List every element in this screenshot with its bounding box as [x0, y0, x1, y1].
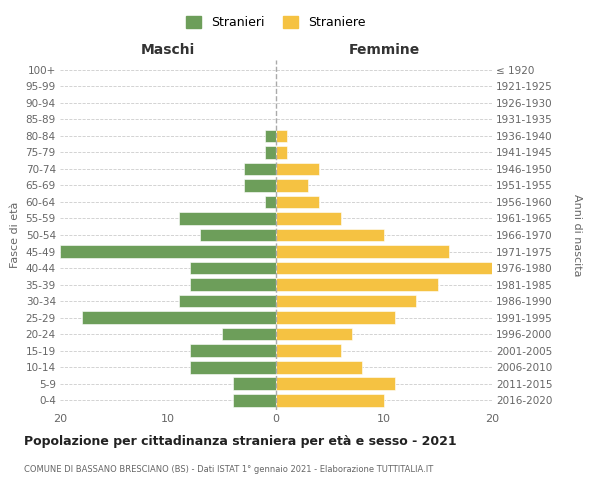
Bar [82, 311, 276, 324]
Bar [276, 328, 352, 340]
Bar [222, 328, 276, 340]
Bar [276, 262, 492, 274]
Text: COMUNE DI BASSANO BRESCIANO (BS) - Dati ISTAT 1° gennaio 2021 - Elaborazione TUT: COMUNE DI BASSANO BRESCIANO (BS) - Dati … [24, 465, 433, 474]
Bar [244, 162, 276, 175]
Text: Maschi: Maschi [141, 42, 195, 56]
Bar [179, 294, 276, 308]
Bar [60, 245, 276, 258]
Bar [276, 278, 438, 291]
Legend: Stranieri, Straniere: Stranieri, Straniere [181, 11, 371, 34]
Bar [190, 278, 276, 291]
Text: Femmine: Femmine [349, 42, 419, 56]
Bar [276, 196, 319, 208]
Bar [244, 179, 276, 192]
Bar [265, 196, 276, 208]
Text: Popolazione per cittadinanza straniera per età e sesso - 2021: Popolazione per cittadinanza straniera p… [24, 435, 457, 448]
Bar [179, 212, 276, 225]
Bar [233, 394, 276, 406]
Bar [276, 377, 395, 390]
Bar [200, 228, 276, 241]
Bar [276, 394, 384, 406]
Bar [276, 179, 308, 192]
Bar [265, 146, 276, 159]
Bar [276, 344, 341, 357]
Y-axis label: Fasce di età: Fasce di età [10, 202, 20, 268]
Bar [265, 130, 276, 142]
Bar [276, 146, 287, 159]
Bar [276, 130, 287, 142]
Bar [190, 262, 276, 274]
Bar [276, 212, 341, 225]
Bar [276, 294, 416, 308]
Y-axis label: Anni di nascita: Anni di nascita [572, 194, 583, 276]
Bar [233, 377, 276, 390]
Bar [276, 360, 362, 374]
Bar [190, 360, 276, 374]
Bar [276, 162, 319, 175]
Bar [190, 344, 276, 357]
Bar [276, 228, 384, 241]
Bar [276, 311, 395, 324]
Bar [276, 245, 449, 258]
